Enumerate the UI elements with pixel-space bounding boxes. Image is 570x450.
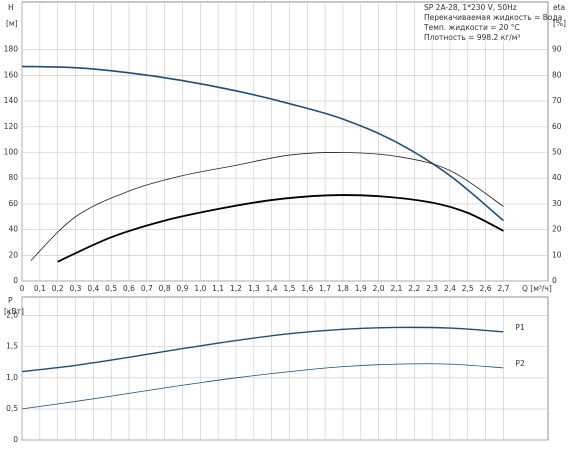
info-line: Темп. жидкости = 20 °C — [423, 23, 520, 32]
bottom-frame — [21, 296, 549, 441]
y-tick-label: 20 — [8, 250, 18, 259]
info-line: SP 2A-28, 1*230 V, 50Hz — [424, 3, 517, 12]
y-tick-label: 140 — [4, 96, 19, 105]
info-box — [422, 3, 546, 41]
x-label: Q [м³/ч] — [522, 284, 552, 293]
x-tick-label: 1,5 — [283, 284, 295, 293]
y-tick-label: 0,5 — [6, 404, 18, 413]
y-tick-label: 1,0 — [6, 373, 18, 382]
y2-tick-label: 50 — [552, 148, 562, 157]
x-tick-label: 1,3 — [248, 284, 260, 293]
x-tick-label: 0,6 — [123, 284, 135, 293]
x-tick-label: 0,7 — [141, 284, 153, 293]
x-tick-label: 1,7 — [319, 284, 331, 293]
info-line: Плотность = 998.2 кг/м³ — [424, 33, 520, 42]
y2-tick-label: 60 — [552, 122, 562, 131]
x-tick-label: 1,1 — [212, 284, 224, 293]
curve — [21, 326, 504, 373]
x-tick-label: 1,2 — [230, 284, 242, 293]
x-tick-label: 1,9 — [355, 284, 367, 293]
y2-tick-label: 70 — [552, 96, 562, 105]
x-tick-label: 2,5 — [462, 284, 474, 293]
x-tick-label: 0,5 — [105, 284, 117, 293]
y-tick-label: 100 — [4, 148, 19, 157]
y-tick-label: 160 — [4, 70, 19, 79]
y-unit: [кВт] — [4, 307, 24, 316]
y2-tick-label: 30 — [552, 199, 562, 208]
y-tick-label: 2,0 — [6, 311, 18, 320]
series-label: P2 — [515, 359, 525, 368]
y2-tick-label: 90 — [552, 45, 562, 54]
x-tick-label: 2,7 — [497, 284, 509, 293]
y2-tick-label: 40 — [552, 173, 562, 182]
x-tick-label: 1,0 — [194, 284, 206, 293]
x-tick-label: 0,4 — [87, 284, 99, 293]
x-tick-label: 1,8 — [337, 284, 349, 293]
x-tick-label: 0,8 — [159, 284, 171, 293]
y2-tick-label: 80 — [552, 70, 562, 79]
x-tick-label: 0,2 — [52, 284, 64, 293]
curve — [21, 65, 504, 222]
x-tick-label: 2,0 — [373, 284, 385, 293]
y-tick-label: 0 — [13, 276, 18, 285]
y2-tick-label: 20 — [552, 225, 562, 234]
series-label: P1 — [515, 323, 525, 332]
x-tick-label: 0,3 — [70, 284, 82, 293]
info-line: Перекачиваемая жидкость = Вода — [424, 13, 562, 22]
x-tick-label: 0,9 — [177, 284, 189, 293]
y-tick-label: 120 — [4, 122, 19, 131]
x-tick-label: 2,6 — [480, 284, 492, 293]
curve — [30, 152, 504, 261]
x-tick-label: 1,6 — [301, 284, 313, 293]
x-tick-label: 2,1 — [390, 284, 402, 293]
y2-unit: [%] — [553, 19, 566, 28]
y-tick-label: 60 — [8, 199, 18, 208]
curve — [21, 363, 504, 410]
y2-label: eta — [553, 3, 565, 12]
y2-tick-label: 0 — [552, 276, 557, 285]
y-tick-label: 180 — [4, 45, 19, 54]
x-tick-label: 0,1 — [34, 284, 46, 293]
top-frame — [21, 1, 549, 282]
y-unit: [м] — [6, 19, 18, 28]
x-tick-label: 2,4 — [444, 284, 456, 293]
y-tick-label: 1,5 — [6, 342, 18, 351]
y2-tick-label: 10 — [552, 250, 562, 259]
x-tick-label: 2,2 — [408, 284, 420, 293]
y-tick-label: 80 — [8, 173, 18, 182]
x-tick-label: 1,4 — [266, 284, 278, 293]
y-tick-label: 40 — [8, 225, 18, 234]
curve — [57, 194, 504, 263]
y-label: H — [8, 3, 14, 12]
y-label: P — [8, 296, 13, 305]
y-tick-label: 0 — [13, 435, 18, 444]
x-tick-label: 0 — [20, 284, 25, 293]
x-tick-label: 2,3 — [426, 284, 438, 293]
